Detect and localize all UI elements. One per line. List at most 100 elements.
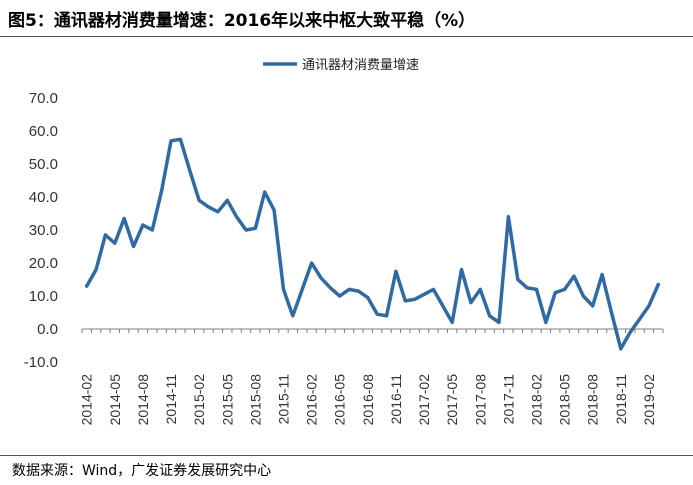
x-tick-label: 2016-05 xyxy=(332,374,348,426)
data-point xyxy=(113,242,116,245)
x-tick-label: 2014-11 xyxy=(163,374,179,425)
x-tick-label: 2015-05 xyxy=(219,374,235,426)
legend: 通讯器材消费量增速 xyxy=(263,58,419,73)
data-point xyxy=(357,290,360,293)
data-point xyxy=(385,314,388,317)
data-point xyxy=(216,210,219,213)
y-tick-label: 70.0 xyxy=(29,90,58,107)
data-point xyxy=(85,285,88,288)
source-note: 数据来源：Wind，广发证券发展研究中心 xyxy=(12,463,272,479)
data-point xyxy=(413,298,416,301)
data-point xyxy=(479,288,482,291)
x-tick-label: 2015-11 xyxy=(275,374,291,425)
x-tick-label: 2017-05 xyxy=(444,374,460,426)
data-point xyxy=(310,262,313,265)
title-rule xyxy=(0,36,693,37)
y-tick-label: 40.0 xyxy=(29,189,58,206)
data-point xyxy=(554,291,557,294)
data-point xyxy=(104,233,107,236)
data-point xyxy=(535,288,538,291)
data-point xyxy=(460,268,463,271)
data-point xyxy=(610,311,613,314)
x-tick-label: 2014-02 xyxy=(79,374,95,426)
series-line xyxy=(84,137,661,351)
y-axis: 70.0 60.0 50.0 40.0 30.0 20.0 10.0 0.0 -10.0 xyxy=(24,90,58,371)
x-tick-label: 2016-11 xyxy=(388,374,404,425)
data-point xyxy=(301,288,304,291)
y-tick-label: 0.0 xyxy=(37,321,58,338)
data-point xyxy=(170,139,173,142)
data-point xyxy=(591,304,594,307)
data-point xyxy=(469,301,472,304)
series-points xyxy=(85,138,660,351)
data-point xyxy=(563,288,566,291)
data-point xyxy=(348,288,351,291)
data-point xyxy=(151,229,154,232)
data-point xyxy=(507,215,510,218)
data-point xyxy=(366,296,369,299)
data-point xyxy=(638,318,641,321)
x-tick-label: 2019-02 xyxy=(641,374,657,426)
data-point xyxy=(544,321,547,324)
y-tick-label: 50.0 xyxy=(29,156,58,173)
y-tick-label: 10.0 xyxy=(29,288,58,305)
data-point xyxy=(582,295,585,298)
data-point xyxy=(441,304,444,307)
y-tick-label: 30.0 xyxy=(29,222,58,239)
data-point xyxy=(488,314,491,317)
line-chart: 通讯器材消费量增速 70.0 60.0 50.0 40.0 30.0 20.0 10.0 0.… xyxy=(24,58,664,426)
data-point xyxy=(160,189,163,192)
data-point xyxy=(423,293,426,296)
data-point xyxy=(198,199,201,202)
x-axis: 2014-02 2014-05 2014-08 2014-11 2015-02 2015-… xyxy=(79,328,664,426)
x-tick-label: 2016-02 xyxy=(304,374,320,426)
x-tick-label: 2017-08 xyxy=(472,374,488,426)
data-point xyxy=(516,278,519,281)
data-point xyxy=(629,331,632,334)
x-tick-label: 2018-08 xyxy=(585,374,601,426)
data-point xyxy=(657,283,660,286)
data-point xyxy=(123,217,126,220)
data-point xyxy=(572,275,575,278)
x-tick-label: 2016-08 xyxy=(360,374,376,426)
x-tick-label: 2017-02 xyxy=(416,374,432,426)
footer-rule xyxy=(0,455,693,456)
data-point xyxy=(179,138,182,141)
data-point xyxy=(338,295,341,298)
data-point xyxy=(235,215,238,218)
x-tick-label: 2018-11 xyxy=(613,374,629,425)
x-tick-label: 2018-05 xyxy=(557,374,573,426)
data-point xyxy=(526,286,529,289)
y-tick-label: -10.0 xyxy=(24,354,58,371)
legend-label: 通讯器材消费量增速 xyxy=(302,58,419,73)
data-point xyxy=(329,286,332,289)
data-point xyxy=(432,288,435,291)
x-tick-label: 2014-08 xyxy=(135,374,151,426)
x-tick-label: 2015-02 xyxy=(191,374,207,426)
data-point xyxy=(394,270,397,273)
data-point xyxy=(263,191,266,194)
data-point xyxy=(226,199,229,202)
x-tick-label: 2017-11 xyxy=(500,374,516,425)
data-point xyxy=(619,347,622,350)
data-point xyxy=(207,205,210,208)
x-tick-label: 2015-08 xyxy=(247,374,263,426)
data-point xyxy=(282,288,285,291)
data-point xyxy=(273,209,276,212)
x-tick-label: 2014-05 xyxy=(107,374,123,426)
data-point xyxy=(601,273,604,276)
data-point xyxy=(244,229,247,232)
x-tick-label: 2018-02 xyxy=(528,374,544,426)
data-point xyxy=(647,304,650,307)
data-point xyxy=(254,227,257,230)
data-point xyxy=(404,299,407,302)
data-point xyxy=(319,276,322,279)
y-tick-label: 20.0 xyxy=(29,255,58,272)
data-point xyxy=(95,268,98,271)
data-point xyxy=(188,169,191,172)
data-point xyxy=(132,245,135,248)
data-point xyxy=(291,314,294,317)
chart-title: 图5：通讯器材消费量增速：2016年以来中枢大致平稳（%） xyxy=(8,11,476,31)
data-point xyxy=(451,321,454,324)
data-point xyxy=(141,224,144,227)
